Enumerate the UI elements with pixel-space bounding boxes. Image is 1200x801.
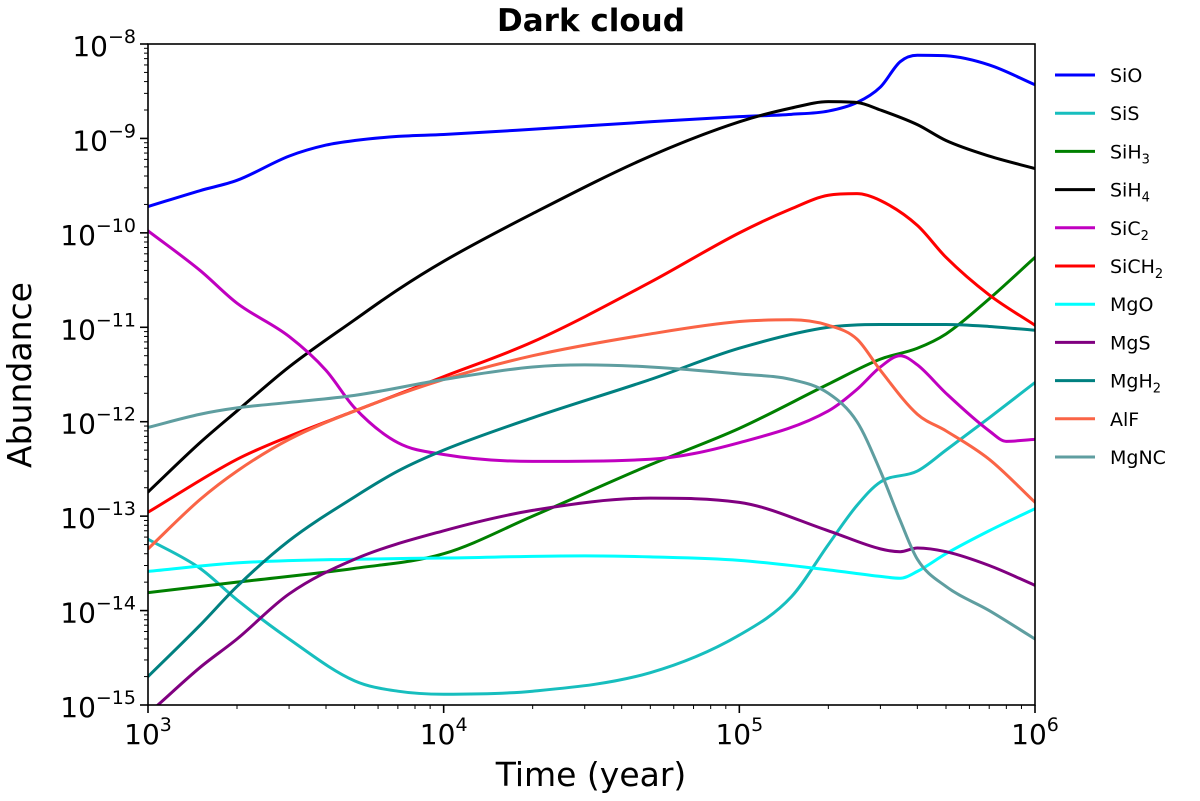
series-line-sic2 <box>148 229 1035 463</box>
y-tick-label: 10−12 <box>60 404 136 441</box>
y-tick-label: 10−13 <box>60 498 136 535</box>
legend-item-mgh2: MgH2 <box>1055 371 1161 397</box>
legend-label: SiH3 <box>1110 141 1150 167</box>
series-line-mgnc <box>148 363 1035 641</box>
chart-title: Dark cloud <box>497 3 685 39</box>
legend-item-sich2: SiCH2 <box>1055 256 1163 282</box>
legend-item-sio: SiO <box>1055 65 1142 87</box>
y-axis-label: Abundance <box>0 282 39 468</box>
y-tick-label: 10−10 <box>60 215 136 252</box>
y-tick-label: 10−9 <box>72 120 136 157</box>
series-line-sih4 <box>148 100 1035 494</box>
y-tick-label: 10−11 <box>60 309 136 346</box>
legend-label: SiCH2 <box>1110 256 1163 282</box>
y-tick-label: 10−14 <box>60 593 136 630</box>
legend-item-sih3: SiH3 <box>1055 141 1150 167</box>
series-line-mgh2 <box>148 323 1035 679</box>
legend-item-mgo: MgO <box>1055 294 1153 316</box>
legend-item-mgs: MgS <box>1055 332 1151 354</box>
legend-label: SiS <box>1110 103 1139 125</box>
y-tick-label: 10−15 <box>60 687 136 724</box>
legend-label: MgS <box>1110 332 1151 354</box>
legend-label: SiH4 <box>1110 180 1150 206</box>
legend-label: SiC2 <box>1110 218 1149 244</box>
x-tick-label: 105 <box>715 714 763 751</box>
series-line-sih3 <box>148 255 1035 595</box>
plot-frame <box>147 43 1036 706</box>
x-axis-label: Time (year) <box>495 755 687 794</box>
legend: SiO SiS SiH3 SiH4 SiC2 SiCH2 MgO MgS MgH2 AlF MgNC <box>1055 65 1166 469</box>
series-line-alf <box>148 318 1035 551</box>
x-tick-label: 104 <box>420 714 468 751</box>
x-tick-label: 103 <box>124 714 172 751</box>
series-line-mgs <box>156 496 1035 705</box>
legend-item-alf: AlF <box>1055 409 1139 431</box>
series-line-mgo <box>148 507 1035 580</box>
legend-label: MgNC <box>1110 447 1166 469</box>
legend-label: MgO <box>1110 294 1153 316</box>
series-line-sio <box>148 53 1035 209</box>
x-axis-ticks: 103 104 105 106 <box>124 705 1059 751</box>
legend-item-mgnc: MgNC <box>1055 447 1166 469</box>
y-axis-ticks: 10−8 10−9 10−10 10−11 10−12 10−13 10−14 10−15 <box>60 26 148 724</box>
legend-item-sis: SiS <box>1055 103 1139 125</box>
legend-label: SiO <box>1110 65 1142 87</box>
y-tick-label: 10−8 <box>72 26 136 63</box>
x-tick-label: 106 <box>1011 714 1059 751</box>
series-lines <box>148 53 1035 705</box>
series-line-sis <box>148 381 1035 696</box>
legend-label: MgH2 <box>1110 371 1161 397</box>
legend-item-sic2: SiC2 <box>1055 218 1149 244</box>
legend-item-sih4: SiH4 <box>1055 180 1150 206</box>
legend-label: AlF <box>1110 409 1139 431</box>
